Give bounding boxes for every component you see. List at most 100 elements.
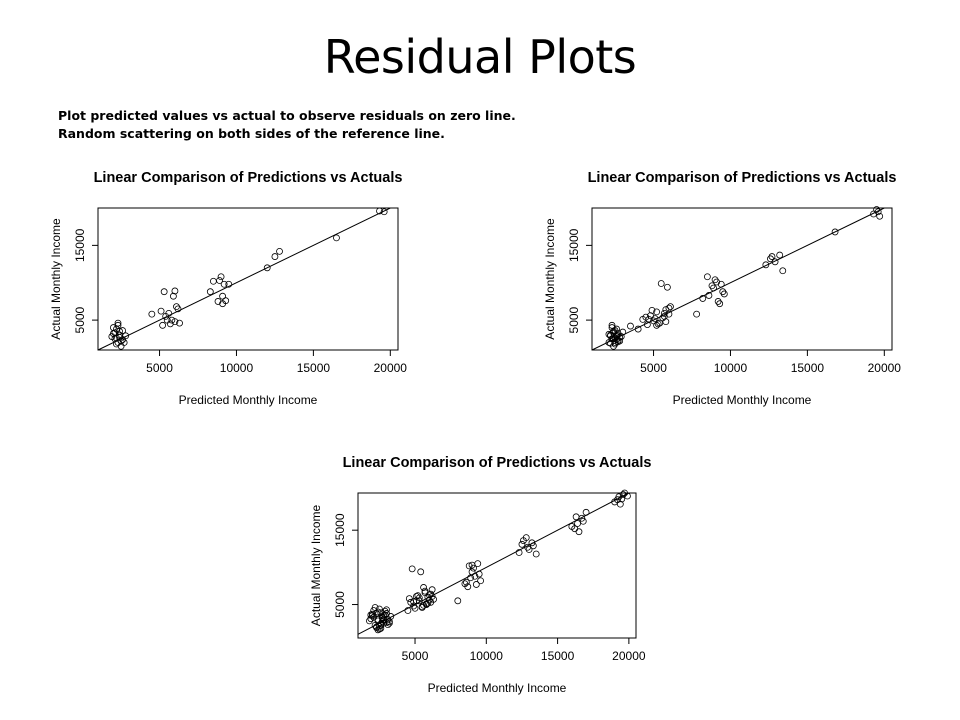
data-point [462, 578, 470, 586]
data-point [582, 508, 590, 516]
data-point [380, 612, 388, 620]
data-point [605, 330, 613, 338]
data-point [276, 247, 283, 255]
data-point [122, 332, 130, 340]
x-axis-label: Predicted Monthly Income [179, 393, 318, 407]
y-axis-label: Actual Monthly Income [49, 218, 63, 340]
data-point [714, 298, 722, 305]
data-point [771, 258, 779, 266]
data-point [148, 310, 156, 318]
reference-line [97, 207, 391, 351]
data-point [607, 339, 614, 347]
data-point [381, 607, 389, 615]
x-tick-label: 10000 [470, 649, 504, 663]
data-point [367, 611, 375, 619]
data-point [653, 308, 661, 316]
data-point [171, 287, 179, 295]
data-point [705, 292, 713, 299]
data-point [634, 325, 642, 333]
data-point [874, 208, 882, 216]
scatter-chart-bottom: Linear Comparison of Predictions vs Actu… [290, 445, 670, 707]
data-point [376, 207, 383, 215]
data-point [271, 253, 279, 260]
data-point [657, 280, 665, 287]
data-point [699, 295, 707, 302]
data-point [111, 329, 119, 337]
data-point [219, 292, 227, 300]
data-point [423, 601, 430, 608]
data-point [410, 598, 417, 605]
data-point [619, 491, 627, 498]
y-tick-label: 5000 [73, 306, 87, 333]
data-point [114, 319, 122, 327]
data-point [648, 306, 656, 314]
data-point [114, 321, 122, 329]
data-point [613, 331, 621, 339]
data-point [663, 283, 671, 291]
data-point [468, 568, 476, 576]
data-point [662, 318, 670, 326]
scatter-chart-top-right: Linear Comparison of Predictions vs Actu… [543, 160, 940, 420]
data-point [619, 328, 627, 336]
data-point [525, 546, 533, 553]
x-tick-label: 10000 [220, 361, 254, 375]
data-point [762, 261, 770, 269]
data-point [157, 307, 165, 315]
data-point [627, 322, 634, 330]
data-point [624, 492, 631, 500]
x-tick-label: 5000 [640, 361, 667, 375]
y-axis-label: Actual Monthly Income [543, 218, 557, 340]
data-point [428, 586, 436, 594]
data-point [532, 550, 540, 558]
chart-title: Linear Comparison of Predictions vs Actu… [343, 455, 652, 471]
x-axis-label: Predicted Monthly Income [673, 393, 812, 407]
data-point [420, 584, 427, 591]
data-point [411, 604, 419, 612]
data-point [367, 615, 375, 623]
data-point [720, 290, 728, 298]
data-point [529, 542, 537, 550]
data-point [472, 581, 480, 588]
chart-svg: Linear Comparison of Predictions vs Actu… [309, 455, 652, 695]
reference-line [591, 207, 885, 351]
data-point [417, 568, 425, 576]
x-tick-label: 5000 [146, 361, 173, 375]
data-point [522, 534, 530, 542]
data-point [414, 592, 422, 600]
data-point [574, 520, 581, 527]
data-point [831, 228, 839, 236]
data-point [383, 606, 390, 614]
data-point [173, 303, 180, 311]
data-point [710, 284, 717, 292]
y-axis-label: Actual Monthly Income [309, 504, 323, 626]
y-tick-label: 5000 [567, 306, 581, 333]
data-point [413, 597, 420, 605]
note-line-2: Random scattering on both sides of the r… [58, 126, 445, 141]
data-point [578, 514, 586, 522]
data-point [159, 321, 167, 329]
data-point [380, 619, 388, 627]
x-tick-label: 15000 [791, 361, 825, 375]
data-point [408, 565, 416, 573]
data-point [225, 280, 233, 288]
plot-frame [97, 207, 399, 351]
data-point [572, 513, 580, 521]
data-point [711, 276, 719, 284]
data-point [380, 208, 388, 216]
data-point [209, 277, 217, 285]
y-tick-label: 15000 [73, 228, 87, 262]
data-point [168, 316, 176, 324]
plot-frame [591, 207, 893, 351]
data-point [660, 309, 668, 317]
data-point [169, 292, 177, 300]
data-point [333, 234, 340, 242]
data-point [384, 616, 392, 623]
data-point [216, 277, 223, 284]
data-point [375, 625, 383, 633]
data-point [454, 597, 462, 605]
data-point [660, 312, 668, 320]
data-point [614, 496, 621, 504]
data-point [410, 602, 417, 610]
scatter-chart-top-left: Linear Comparison of Predictions vs Actu… [30, 160, 407, 420]
data-point [708, 282, 716, 290]
